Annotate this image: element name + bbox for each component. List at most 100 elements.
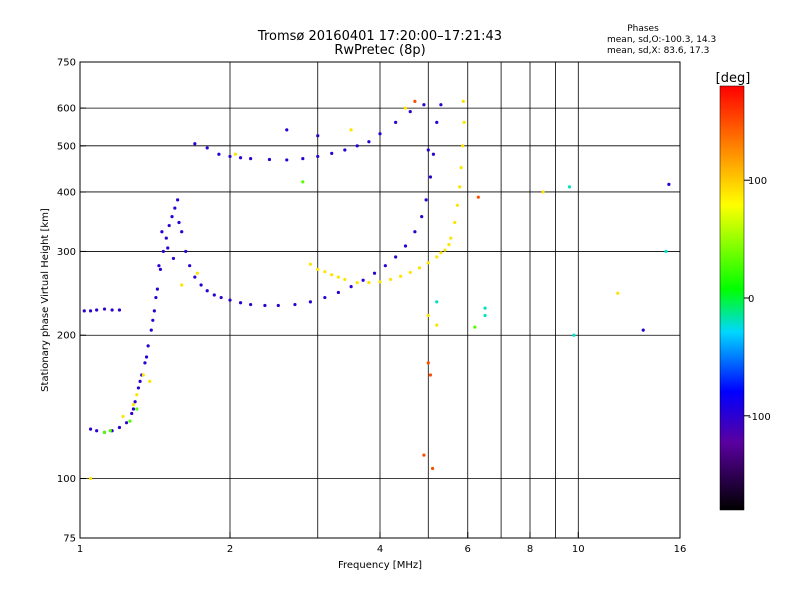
data-point — [170, 215, 174, 219]
x-tick-label: 10 — [572, 544, 585, 555]
data-point — [149, 328, 153, 332]
data-point — [367, 280, 371, 285]
data-point — [435, 300, 439, 304]
data-point — [443, 248, 447, 252]
data-point — [316, 267, 320, 272]
data-point — [431, 152, 436, 156]
data-point — [141, 373, 145, 377]
data-point — [428, 175, 433, 179]
data-point — [426, 313, 430, 318]
data-point — [308, 262, 313, 266]
data-point — [135, 393, 139, 397]
data-point — [403, 106, 408, 110]
data-point — [388, 277, 393, 282]
data-point — [82, 309, 86, 313]
data-point — [567, 185, 572, 189]
data-point — [131, 402, 136, 407]
data-point — [316, 134, 320, 138]
data-point — [349, 128, 353, 132]
x-tick-label: 6 — [465, 544, 471, 555]
data-point — [157, 264, 161, 268]
colorbar-label: [deg] — [716, 71, 751, 86]
data-point — [135, 407, 139, 411]
data-point — [426, 361, 430, 365]
data-point — [199, 283, 203, 287]
data-point — [138, 379, 142, 383]
colorbar-tick-label: 0 — [748, 294, 754, 305]
data-point — [422, 453, 426, 457]
data-point — [301, 157, 305, 161]
data-point — [572, 333, 576, 337]
data-point — [180, 230, 184, 234]
data-point — [102, 430, 107, 434]
data-point — [413, 230, 417, 234]
data-point — [228, 154, 232, 159]
data-point — [323, 270, 327, 274]
data-point — [453, 220, 457, 225]
data-point — [219, 295, 223, 300]
data-point — [205, 289, 209, 293]
data-point — [184, 249, 188, 254]
data-point — [171, 256, 176, 261]
data-point — [143, 361, 147, 365]
data-point — [330, 151, 334, 155]
colorbar — [719, 85, 745, 511]
data-point — [349, 285, 353, 289]
data-point — [483, 306, 487, 310]
data-point — [616, 291, 620, 295]
data-point — [428, 373, 433, 377]
colorbar-ticks: 100 0 -100 — [744, 176, 771, 423]
data-point — [193, 142, 197, 146]
data-point — [426, 148, 430, 152]
data-point — [102, 307, 107, 311]
data-point — [343, 277, 347, 282]
data-point — [483, 313, 487, 318]
data-point — [155, 287, 160, 291]
x-tick-label: 4 — [377, 544, 383, 555]
grid-lines — [80, 61, 680, 538]
data-point — [408, 110, 412, 114]
y-tick-label: 75 — [63, 534, 76, 545]
data-point — [173, 206, 177, 210]
data-point — [439, 103, 443, 107]
data-point — [233, 152, 237, 156]
y-axis-label: Stationary phase Virtual Height [km] — [40, 208, 51, 392]
data-point — [88, 309, 93, 313]
data-point — [664, 249, 668, 254]
data-point — [152, 309, 156, 313]
data-point — [88, 427, 93, 431]
data-point — [167, 223, 171, 228]
data-point — [124, 421, 129, 425]
data-point — [121, 414, 125, 419]
data-point — [455, 203, 460, 207]
data-point — [164, 236, 168, 240]
data-point — [378, 280, 382, 284]
data-point — [293, 302, 297, 307]
data-point — [117, 308, 122, 312]
data-point — [148, 379, 152, 383]
data-point — [166, 246, 170, 250]
data-point — [367, 140, 371, 144]
data-point — [316, 154, 320, 159]
data-point — [276, 303, 280, 308]
data-point — [403, 244, 408, 248]
data-point — [238, 156, 243, 160]
data-point — [372, 271, 377, 275]
data-point — [160, 230, 164, 234]
y-tick-label: 750 — [57, 58, 76, 69]
data-points — [82, 99, 671, 481]
data-point — [459, 166, 463, 170]
x-axis-label: Frequency [MHz] — [338, 560, 422, 571]
data-point — [217, 152, 221, 156]
data-point — [117, 425, 122, 430]
data-point — [355, 144, 359, 148]
data-point — [408, 270, 412, 275]
data-point — [343, 148, 347, 152]
data-point — [399, 274, 403, 278]
chart-title-line1: Tromsø 20160401 17:20:00–17:21:43 — [257, 29, 502, 44]
data-point — [449, 236, 453, 240]
data-point — [177, 220, 181, 225]
data-point — [238, 301, 243, 305]
chart-title-line2: RwPretec (8p) — [334, 43, 425, 58]
data-point — [146, 344, 150, 348]
